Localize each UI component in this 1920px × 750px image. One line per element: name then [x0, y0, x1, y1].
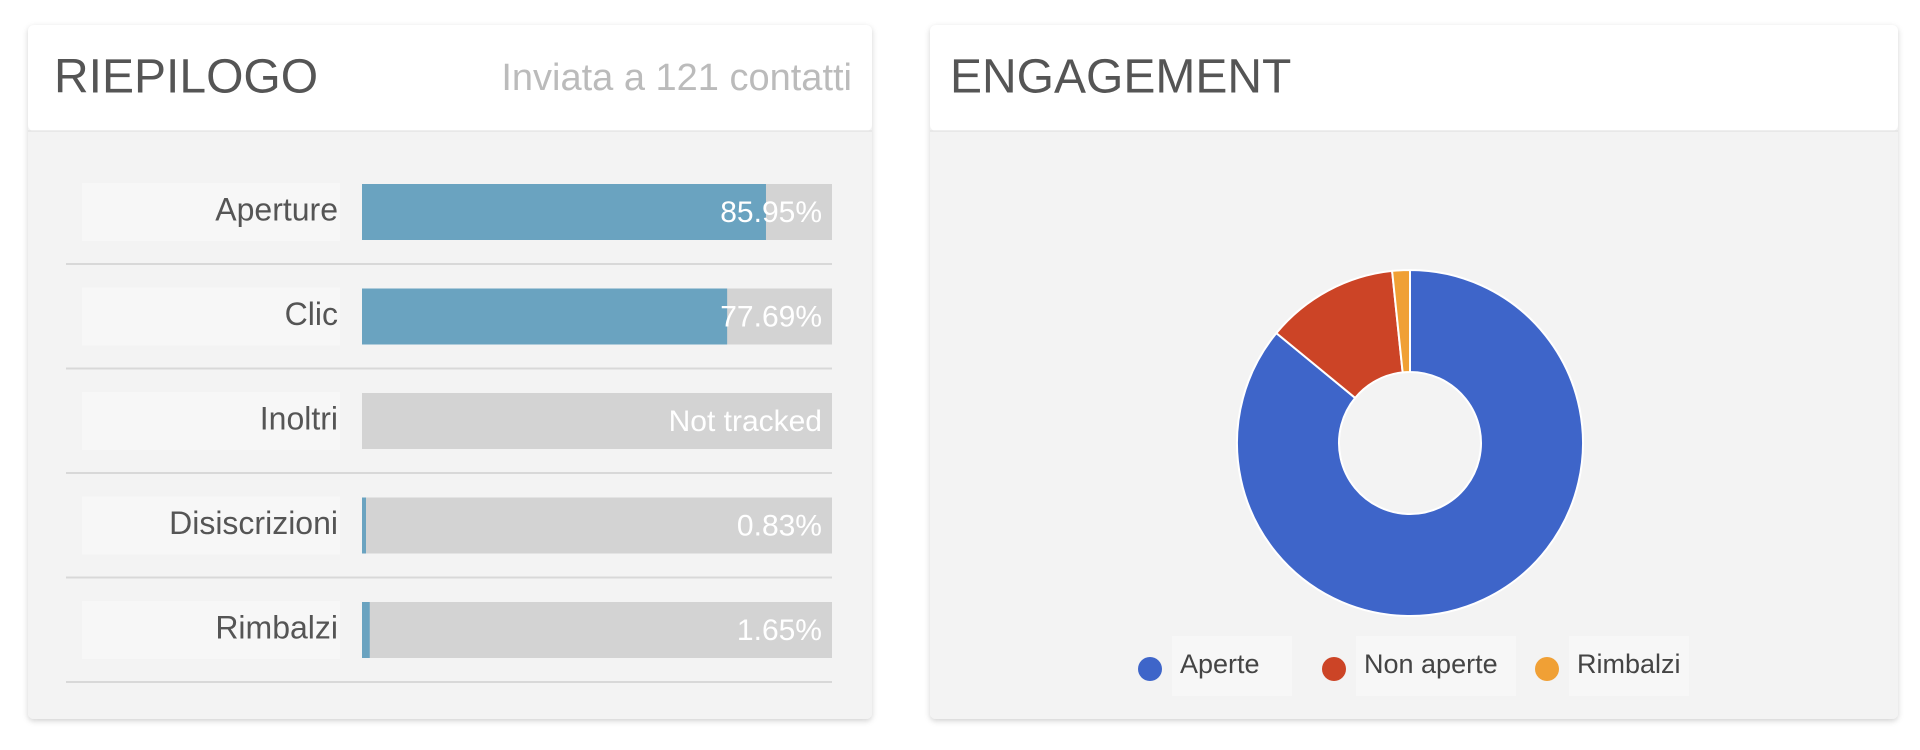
label-box: [82, 601, 340, 659]
donut-chart: Aperte Non aperte Rimbalzi: [1138, 268, 1689, 696]
bar-track: [362, 497, 832, 554]
label-box: [82, 287, 340, 346]
summary-rows: Aperture 85.95% Clic 77.69% Inoltri Not track…: [66, 183, 832, 683]
summary-subtitle: Inviata a 121 contatti: [501, 57, 852, 99]
legend-label: Rimbalzi: [1577, 649, 1681, 679]
bar-value-label: 0.83%: [737, 509, 822, 542]
bar: [362, 288, 728, 345]
legend-label: Aperte: [1180, 649, 1260, 679]
row-label: Inoltri: [260, 400, 338, 436]
legend-marker: [1535, 657, 1559, 681]
legend-box: [1172, 636, 1292, 696]
bar: [362, 602, 370, 658]
bar-value-label: Not tracked: [669, 405, 822, 438]
row-label: Aperture: [215, 191, 338, 227]
bar-track: [362, 602, 832, 658]
row-label: Rimbalzi: [215, 609, 338, 645]
summary-header: [28, 25, 872, 131]
legend-box: [1356, 636, 1516, 696]
legend-label: Non aperte: [1364, 649, 1498, 679]
bar-value-label: 85.95%: [720, 196, 822, 229]
bar: [362, 184, 766, 240]
donut-slice: [1236, 268, 1585, 617]
donut-slice: [1274, 269, 1404, 400]
bar-value-label: 77.69%: [720, 300, 822, 333]
legend-marker: [1322, 657, 1346, 681]
summary-title: RIEPILOGO: [54, 51, 318, 104]
label-box: [82, 496, 340, 555]
donut-slice: [1391, 268, 1411, 374]
row-label: Clic: [285, 296, 338, 332]
legend-marker: [1138, 657, 1162, 681]
label-box: [82, 183, 340, 241]
row-label: Disiscrizioni: [169, 505, 338, 541]
legend-box: [1569, 636, 1689, 696]
chart-title: ENGAGEMENT: [950, 51, 1291, 104]
bar: [362, 497, 366, 554]
bar-value-label: 1.65%: [737, 614, 822, 647]
bar-track: [362, 393, 832, 449]
label-box: [82, 392, 340, 450]
engagement-header: [930, 25, 1898, 131]
